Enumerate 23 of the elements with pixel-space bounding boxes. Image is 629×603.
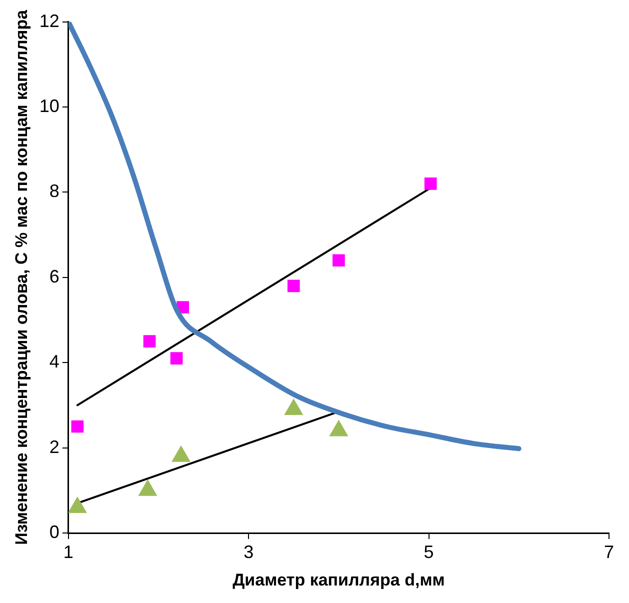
point — [284, 398, 303, 415]
point — [288, 280, 300, 292]
y-tick-label: 12 — [39, 10, 60, 31]
y-tick-label: 0 — [49, 522, 60, 542]
y-axis-title: Изменение концентрации олова, С % мас по концам капилляра — [12, 9, 31, 545]
point — [143, 335, 156, 348]
point — [138, 480, 157, 496]
point — [68, 496, 87, 513]
x-axis-title: Диаметр капилляра d,мм — [232, 570, 445, 590]
y-tick-label: 10 — [39, 96, 60, 116]
x-tick-label: 1 — [63, 542, 74, 562]
point — [424, 178, 437, 190]
point — [170, 352, 183, 364]
y-tick-label: 4 — [49, 352, 60, 372]
point — [172, 446, 190, 462]
y-tick-label: 8 — [49, 181, 60, 202]
point — [332, 254, 345, 267]
x-tick-label: 7 — [604, 542, 614, 562]
y-tick-label: 2 — [49, 436, 60, 457]
point — [330, 420, 348, 436]
x-tick-label: 3 — [244, 542, 254, 562]
y-tick-label: 6 — [49, 266, 60, 286]
x-tick-label: 5 — [424, 542, 434, 562]
